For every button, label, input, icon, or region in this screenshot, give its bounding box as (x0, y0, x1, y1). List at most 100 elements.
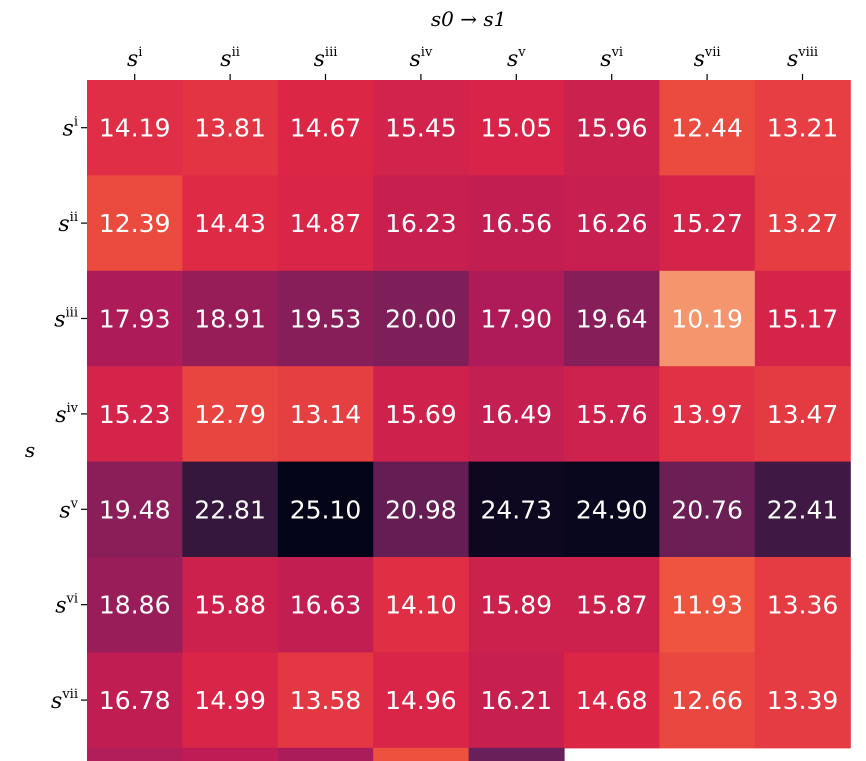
x-tick-label: sv (507, 45, 526, 72)
heatmap-cell-label: 11.93 (671, 591, 743, 620)
heatmap-cell-label: 20.76 (671, 495, 743, 524)
heatmap-cell-partial (277, 747, 374, 761)
heatmap-cell (182, 461, 279, 558)
heatmap-cell (754, 80, 851, 176)
heatmap-cell-label: 15.87 (576, 591, 648, 620)
heatmap-cell-label: 13.58 (290, 686, 362, 715)
heatmap-cell-label: 16.49 (481, 400, 553, 429)
heatmap-cell (754, 270, 851, 367)
heatmap-cell (87, 270, 183, 367)
heatmap-cell-label: 18.86 (99, 591, 171, 620)
heatmap-cell (754, 175, 851, 272)
heatmap-cell-partial (373, 747, 470, 761)
heatmap-cell (659, 652, 756, 749)
heatmap-cell (182, 652, 279, 749)
heatmap-cell (373, 557, 470, 653)
heatmap-partial-row (87, 747, 565, 761)
y-tick-label: svii (51, 687, 78, 714)
heatmap-cell (659, 461, 756, 558)
heatmap-cell (87, 557, 183, 653)
heatmap-cell (468, 652, 565, 749)
heatmap-cell (564, 175, 660, 272)
heatmap-cell-label: 22.41 (767, 495, 839, 524)
heatmap-cell (373, 80, 470, 176)
heatmap-cell (373, 175, 470, 272)
x-axis-title: s0 → s1 (431, 7, 506, 31)
heatmap-cell (659, 80, 756, 176)
y-tick-label: sv (59, 496, 78, 523)
heatmap-cell (564, 652, 660, 749)
heatmap-cell-label: 16.21 (481, 686, 553, 715)
heatmap-cell-partial (182, 747, 279, 761)
heatmap-cell-label: 15.27 (671, 209, 743, 238)
heatmap-cell-label: 14.99 (194, 686, 266, 715)
heatmap-cell-label: 16.23 (385, 209, 457, 238)
heatmap-cell (182, 270, 279, 367)
heatmap-cell (564, 366, 660, 463)
heatmap-cell-label: 22.81 (194, 495, 266, 524)
heatmap-cell (373, 270, 470, 367)
heatmap-cell-label: 15.96 (576, 114, 648, 143)
heatmap-cell-label: 12.44 (671, 114, 743, 143)
heatmap-cell-label: 16.56 (481, 209, 553, 238)
heatmap-cell-label: 19.53 (290, 305, 362, 334)
heatmap-cells: 14.19 13.81 14.67 15.45 15.05 15.96 12.44 13.21… (87, 80, 851, 749)
x-axis-ticks: si sii siii siv sv svi svii sviii (127, 45, 818, 80)
x-tick-label: svi (600, 45, 623, 72)
heatmap-cell (182, 366, 279, 463)
x-tick-label: sviii (787, 45, 818, 72)
heatmap-cell (468, 557, 565, 653)
heatmap-cell (754, 461, 851, 558)
heatmap-cell-label: 25.10 (290, 495, 362, 524)
heatmap-cell-label: 13.47 (767, 400, 839, 429)
x-tick-label: siv (409, 45, 432, 72)
heatmap-cell (373, 652, 470, 749)
heatmap-cell-label: 20.98 (385, 495, 457, 524)
heatmap-cell-label: 17.93 (99, 305, 171, 334)
y-tick-label: siv (55, 401, 78, 428)
heatmap-cell-label: 14.10 (385, 591, 457, 620)
heatmap-cell (564, 557, 660, 653)
heatmap-cell-label: 10.19 (671, 305, 743, 334)
heatmap-cell-label: 15.89 (481, 591, 553, 620)
heatmap-cell-label: 14.87 (290, 209, 362, 238)
heatmap-cell-label: 15.76 (576, 400, 648, 429)
heatmap-cell (277, 652, 374, 749)
heatmap-cell (468, 270, 565, 367)
y-axis-ticks: si sii siii siv sv svi svii (51, 115, 87, 714)
heatmap-cell-label: 13.81 (194, 114, 266, 143)
heatmap-cell (373, 366, 470, 463)
heatmap-cell-label: 13.14 (290, 400, 362, 429)
heatmap-cell (659, 270, 756, 367)
heatmap-cell-label: 15.05 (481, 114, 553, 143)
heatmap-cell (373, 461, 470, 558)
heatmap-cell (468, 80, 565, 176)
heatmap-cell-label: 14.67 (290, 114, 362, 143)
heatmap-cell (468, 461, 565, 558)
heatmap-cell-label: 13.39 (767, 686, 839, 715)
heatmap-cell-label: 17.90 (481, 305, 553, 334)
heatmap-cell-label: 14.96 (385, 686, 457, 715)
heatmap-cell-label: 24.90 (576, 495, 648, 524)
heatmap-cell (659, 557, 756, 653)
heatmap-cell-label: 20.00 (385, 305, 457, 334)
heatmap-cell-label: 15.17 (767, 305, 839, 334)
heatmap-cell-label: 15.69 (385, 400, 457, 429)
x-tick-label: svii (694, 45, 721, 72)
heatmap-cell-partial (468, 747, 565, 761)
heatmap-cell (468, 175, 565, 272)
heatmap-cell-partial (87, 747, 183, 761)
heatmap-cell-label: 15.23 (99, 400, 171, 429)
y-axis-title: s (25, 438, 35, 462)
heatmap-cell (277, 270, 374, 367)
x-tick-label: sii (220, 45, 240, 72)
heatmap-cell-label: 12.79 (194, 400, 266, 429)
heatmap-cell-label: 13.97 (671, 400, 743, 429)
heatmap-cell (87, 175, 183, 272)
heatmap-cell (564, 270, 660, 367)
heatmap-cell (182, 175, 279, 272)
heatmap-cell-label: 16.78 (99, 686, 171, 715)
heatmap-cell (182, 80, 279, 176)
heatmap-cell-label: 18.91 (194, 305, 266, 334)
